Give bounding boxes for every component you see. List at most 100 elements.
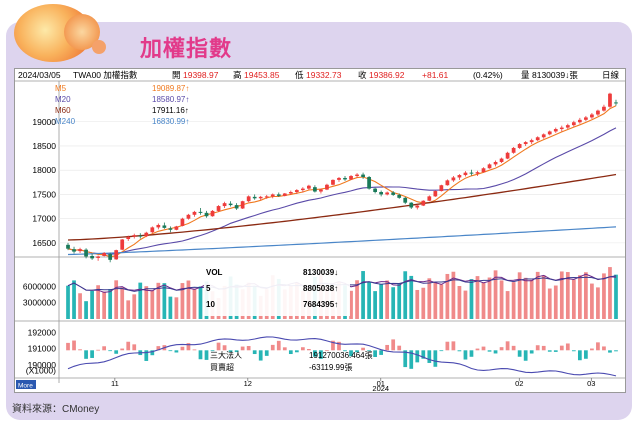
volume-bar [415, 289, 420, 319]
candle-body [228, 203, 233, 206]
volume-bar [547, 288, 552, 319]
flow-bar [282, 347, 287, 351]
candle-body [282, 193, 287, 196]
volume-bar [379, 284, 384, 319]
candle-body [240, 201, 245, 209]
flow-bar [264, 350, 269, 356]
candle-body [451, 177, 456, 181]
candle-body [198, 211, 203, 213]
volume-bar [132, 294, 137, 319]
candle-body [427, 196, 432, 201]
flow-bar [415, 350, 420, 363]
flow-bar [216, 342, 221, 351]
flow-bar [331, 340, 335, 351]
volume-bar [355, 280, 359, 319]
flow-bar [391, 339, 396, 351]
volume-bar [565, 272, 570, 319]
candle-body [331, 179, 335, 185]
volume-bar [168, 296, 173, 319]
candle-body [439, 185, 444, 192]
flow-bar [222, 345, 227, 351]
candle-body [144, 232, 149, 237]
volume-bar [602, 273, 606, 319]
high-label: 高 [233, 70, 242, 80]
flow-bar [517, 350, 522, 357]
candle-body [337, 177, 341, 180]
legend-ma5-label: M5 [55, 84, 67, 93]
price-tick-label: 18500 [32, 141, 56, 151]
legend-ma5-value: 19089.87↑ [152, 84, 189, 93]
flow-bar [451, 341, 456, 351]
flow-bar [553, 350, 558, 352]
flow-bar [144, 350, 149, 361]
candle-body [373, 188, 377, 193]
price-tick-label: 17000 [32, 214, 56, 224]
candle-body [204, 212, 209, 217]
candle-body [481, 168, 486, 173]
volume-bar [614, 274, 618, 319]
flow-bar [602, 346, 606, 351]
candle-body [608, 93, 612, 107]
flow-bar [397, 345, 402, 351]
volume-legend: VOL 8130039↓ 5 8805038↑ 10 7684395↑ [204, 266, 350, 316]
more-tag[interactable] [16, 380, 36, 389]
volume-bar [517, 272, 522, 319]
flow-bar [108, 350, 113, 352]
volume-bar [126, 300, 131, 319]
candle-body [222, 203, 227, 207]
flow-bar [427, 350, 432, 363]
volume-bar [523, 277, 528, 319]
candle-body [590, 114, 594, 118]
candle-body [385, 192, 390, 195]
candle-body [307, 185, 311, 189]
flow-bar [373, 350, 377, 357]
candle-body [505, 152, 510, 159]
page-title: 加權指數 [140, 36, 233, 62]
flow-bar [614, 350, 618, 352]
price-tick-label: 17500 [32, 189, 56, 199]
more-tag-label[interactable]: More [18, 383, 33, 390]
volume-bar [144, 286, 149, 319]
candle-body [553, 129, 558, 132]
ma240-line [67, 226, 617, 256]
candle-body [487, 164, 492, 169]
volume-bar [403, 271, 408, 319]
flow-bar [132, 344, 137, 351]
candle-body [602, 106, 606, 111]
candle-body [541, 134, 546, 138]
volume-bar [180, 283, 185, 319]
candle-body [421, 200, 426, 206]
flow-bar [258, 350, 263, 361]
flow-bar [228, 350, 233, 352]
stock-chart: 2024/03/05 TWA00 加權指數 開 19398.97 高 19453… [15, 70, 625, 393]
low-value: 19332.73 [306, 70, 342, 80]
change-value: +81.61 [422, 70, 449, 80]
flow-bar [150, 350, 155, 356]
chart-header: 2024/03/05 TWA00 加權指數 開 19398.97 高 19453… [18, 70, 620, 80]
volume-bar [463, 290, 468, 319]
header-date: 2024/03/05 [18, 70, 61, 80]
flow-bar [276, 340, 281, 351]
low-label: 低 [295, 70, 304, 80]
volume-bar [373, 291, 377, 319]
candle-body [174, 226, 179, 230]
volume-bar [391, 287, 396, 319]
flow-bar [367, 350, 371, 352]
flow-bar [174, 350, 179, 353]
candle-body [96, 256, 100, 258]
flow-bar [379, 350, 384, 355]
candle-body [391, 192, 396, 195]
flow-bar [186, 343, 191, 351]
candle-body [210, 210, 215, 217]
candle-body [126, 237, 131, 240]
candle-body [577, 119, 582, 123]
volume-bar [577, 275, 582, 319]
x-tick-label: 02 [515, 379, 523, 388]
candle-body [168, 228, 173, 230]
candle-body [457, 175, 462, 178]
flow-legend: 三大法人 191270036.464張 買賣超 -63119.99張 [210, 350, 373, 372]
high-value: 19453.85 [244, 70, 280, 80]
volume-bar [349, 290, 353, 319]
candle-body [463, 172, 468, 176]
volume-bar [192, 288, 197, 319]
